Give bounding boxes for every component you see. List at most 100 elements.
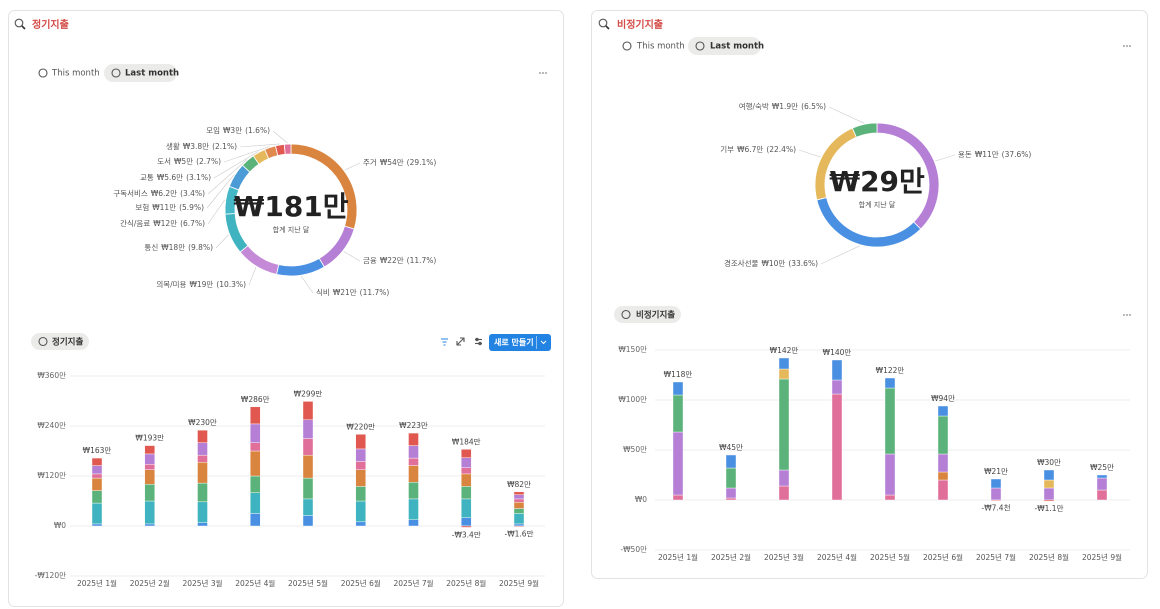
bar-segment <box>725 497 737 501</box>
total-label: ₩21만 <box>984 467 1008 476</box>
chart-tab-label[interactable]: 정기지출 <box>52 337 83 348</box>
slice-amount: ₩3만 <box>223 126 242 135</box>
bar-segment <box>144 464 155 470</box>
expand-icon[interactable] <box>456 337 465 346</box>
slice-label: 여행/숙박 ₩1.9만 (6.5%) <box>739 101 826 111</box>
bar-segment <box>250 492 261 514</box>
slice-amount: ₩3.8만 <box>183 142 209 151</box>
slice-percent: (2.1%) <box>212 142 237 151</box>
bar-segment <box>884 377 896 389</box>
slice-percent: (33.6%) <box>788 259 818 268</box>
slice-amount: ₩5.6만 <box>157 173 183 182</box>
tab[interactable]: This month <box>51 69 100 79</box>
leader-line <box>239 143 280 148</box>
slice-label: 식비 ₩21만 (11.7%) <box>316 288 389 297</box>
donut-slice <box>851 122 878 138</box>
more-menu[interactable] <box>1123 45 1131 47</box>
filter-icon[interactable] <box>441 338 448 346</box>
chart-tab[interactable] <box>31 333 89 350</box>
total-label: ₩163만 <box>83 446 112 455</box>
bar-segment <box>1096 474 1108 479</box>
tab-active[interactable] <box>104 64 177 82</box>
chart-tab-label[interactable]: 비정기지출 <box>636 310 675 321</box>
total-label: ₩25만 <box>1090 463 1114 472</box>
bar-segment <box>725 454 737 469</box>
total-label: ₩193만 <box>135 434 164 443</box>
leader-line <box>272 130 288 144</box>
bar-segment <box>355 486 366 502</box>
bar-segment <box>408 432 419 446</box>
bar-segment <box>778 368 790 380</box>
total-label: ₩184만 <box>452 437 481 446</box>
slice-name: 용돈 <box>958 150 972 159</box>
slice-name: 생활 <box>166 141 180 151</box>
bar-segment <box>91 490 103 504</box>
bar-segment <box>408 519 419 527</box>
new-button[interactable] <box>489 334 551 351</box>
chart-tab[interactable] <box>614 306 681 323</box>
slice-label: 금융 ₩22만 (11.7%) <box>363 256 436 265</box>
slice-percent: (37.6%) <box>1002 150 1032 159</box>
bar-segment <box>250 423 261 443</box>
panel <box>591 10 1148 579</box>
y-tick-label: ₩0 <box>54 521 66 530</box>
search-icon[interactable] <box>598 18 610 30</box>
leader-line <box>343 251 361 262</box>
y-tick-label: ₩0 <box>635 495 647 504</box>
x-tick-label: 2025년 6월 <box>923 552 963 562</box>
bar-segment <box>884 387 896 455</box>
search-icon[interactable] <box>14 18 26 30</box>
slice-label: 보험 ₩11만 (5.9%) <box>135 203 204 212</box>
slice-amount: ₩1.9만 <box>772 102 798 111</box>
bar-segment <box>355 461 366 470</box>
new-button-label[interactable]: 새로 만들기 <box>494 337 534 347</box>
tab[interactable]: This month <box>636 42 685 52</box>
bar-segment <box>513 494 525 500</box>
y-tick-label: ₩120만 <box>37 471 66 480</box>
slice-label: 생활 ₩3.8만 (2.1%) <box>166 141 237 151</box>
bar-segment <box>91 523 103 527</box>
settings-icon[interactable] <box>475 337 482 346</box>
bar-segment <box>1043 479 1055 489</box>
x-tick-label: 2025년 4월 <box>235 578 275 588</box>
slice-name: 식비 <box>316 288 330 297</box>
bar-segment <box>1043 499 1055 502</box>
negative-label: -₩1.1만 <box>1035 504 1064 513</box>
panel <box>8 10 564 607</box>
tab-active[interactable] <box>688 37 761 55</box>
slice-name: 간식/음료 <box>120 218 150 228</box>
slice-percent: (3.4%) <box>180 189 205 198</box>
bar-segment <box>672 381 684 396</box>
more-menu[interactable] <box>1123 314 1131 316</box>
negative-label: -₩1.6만 <box>505 530 534 539</box>
total-label: ₩94만 <box>931 394 955 403</box>
panel-title: 정기지출 <box>32 18 69 31</box>
slice-amount: ₩5만 <box>174 157 193 166</box>
bar-segment <box>302 515 314 527</box>
slice-name: 보험 <box>135 203 149 212</box>
more-menu[interactable] <box>539 72 547 74</box>
slice-name: 여행/숙박 <box>739 101 769 111</box>
bar-segment <box>513 513 525 525</box>
y-tick-label: ₩240만 <box>37 421 66 430</box>
tab[interactable]: Last month <box>125 69 179 79</box>
x-tick-label: 2025년 1월 <box>77 578 117 588</box>
tab[interactable]: Last month <box>710 42 764 52</box>
bar-segment <box>250 450 261 477</box>
x-tick-label: 2025년 3월 <box>764 552 804 562</box>
tab-icon <box>111 68 121 78</box>
bar-segment <box>513 502 525 509</box>
dropdown-icon[interactable] <box>540 340 547 345</box>
x-tick-label: 2025년 2월 <box>130 578 170 588</box>
x-tick-label: 2025년 4월 <box>817 552 857 562</box>
x-tick-label: 2025년 7월 <box>976 552 1016 562</box>
bar-segment <box>408 445 419 459</box>
bar-segment <box>725 467 737 489</box>
bar-segment <box>461 467 472 475</box>
slice-name: 금융 <box>363 256 377 265</box>
tab-icon <box>695 41 705 51</box>
slice-label: 용돈 ₩11만 (37.6%) <box>958 150 1031 159</box>
bar-segment <box>408 465 419 483</box>
slice-label: 모임 ₩3만 (1.6%) <box>206 126 270 135</box>
slice-amount: ₩11만 <box>975 150 999 159</box>
